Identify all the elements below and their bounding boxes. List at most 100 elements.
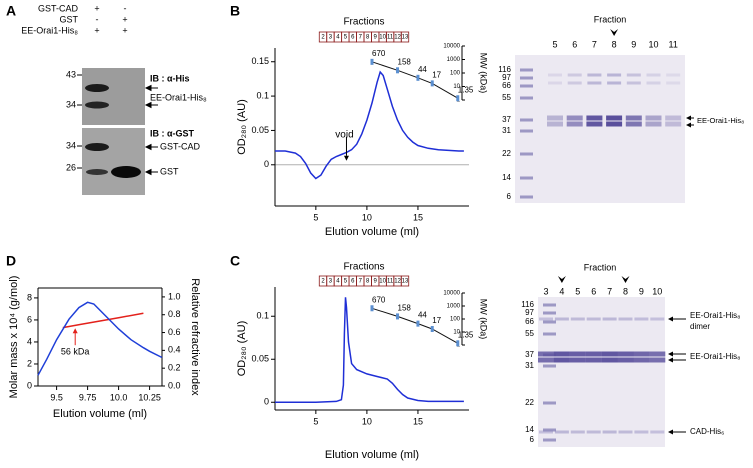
calibration-point bbox=[430, 80, 434, 87]
band-label: EE-Orai1-His₈ bbox=[690, 311, 740, 320]
mw-marker: 14 bbox=[502, 173, 511, 182]
gel-band bbox=[666, 81, 681, 85]
y2-tick-label: 10 bbox=[453, 84, 460, 90]
ladder-band bbox=[543, 320, 556, 324]
value-label: 158 bbox=[398, 304, 412, 313]
condition-sign: - bbox=[96, 14, 99, 24]
x-tick-label: 5 bbox=[313, 212, 318, 222]
y2-axis-label: MW (kDa) bbox=[479, 299, 489, 340]
fraction-label: 9 bbox=[374, 35, 378, 41]
condition-label: GST-CAD bbox=[38, 3, 79, 13]
blot-band bbox=[85, 84, 109, 92]
band-label: GST bbox=[160, 166, 179, 176]
gel-band bbox=[650, 430, 665, 434]
y2-tick-label: 1000 bbox=[447, 57, 461, 63]
ladder-band bbox=[520, 195, 533, 199]
ladder-band bbox=[520, 96, 533, 100]
value-label: 670 bbox=[372, 295, 386, 304]
y2-tick-label: 100 bbox=[450, 317, 461, 323]
gel-band bbox=[607, 81, 622, 85]
value-label: 670 bbox=[372, 49, 386, 58]
series-line bbox=[371, 307, 459, 344]
gel-band bbox=[665, 121, 682, 127]
gel-band bbox=[626, 81, 641, 85]
x-tick-label: 5 bbox=[313, 416, 318, 426]
gel-band bbox=[539, 430, 553, 434]
lane-label: 9 bbox=[639, 286, 644, 296]
gel-band bbox=[633, 357, 650, 363]
band-label: dimer bbox=[690, 322, 710, 331]
mw-marker: 6 bbox=[507, 192, 512, 201]
gel-band bbox=[586, 115, 603, 121]
y2-tick-label: 1000 bbox=[447, 304, 461, 310]
mw-marker: 34 bbox=[66, 99, 76, 109]
ladder-band bbox=[520, 152, 533, 156]
lane-marker bbox=[610, 29, 619, 36]
mw-marker: 97 bbox=[525, 308, 534, 317]
lane-label: 5 bbox=[575, 286, 580, 296]
gel-band bbox=[646, 73, 661, 77]
lane-label: 6 bbox=[572, 39, 577, 49]
x-axis-label: Elution volume (ml) bbox=[325, 449, 419, 461]
fraction-label: 2 bbox=[321, 35, 325, 41]
gel-band bbox=[566, 115, 583, 121]
gel-band bbox=[586, 317, 601, 321]
gel-band bbox=[633, 351, 650, 357]
fractions-label: Fractions bbox=[343, 17, 384, 28]
mw-marker: 43 bbox=[66, 69, 76, 79]
mw-marker: 37 bbox=[525, 350, 534, 359]
y2-tick-label: 10000 bbox=[443, 44, 460, 50]
series-line bbox=[62, 312, 144, 329]
gel-band bbox=[650, 317, 665, 321]
panel-label: C bbox=[230, 253, 240, 269]
annotation: void bbox=[335, 129, 353, 140]
gel-band bbox=[618, 430, 633, 434]
mw-marker: 26 bbox=[66, 162, 76, 172]
y-tick-label: 2 bbox=[27, 358, 32, 368]
fraction-label: 4 bbox=[336, 279, 340, 285]
gel-band bbox=[570, 430, 585, 434]
gel-band bbox=[602, 430, 617, 434]
value-label: 1.35 bbox=[458, 330, 474, 339]
value-label: 158 bbox=[398, 57, 412, 66]
fraction-label: 9 bbox=[374, 279, 378, 285]
mw-marker: 31 bbox=[502, 126, 511, 135]
lane-marker bbox=[557, 276, 566, 283]
calibration-point bbox=[396, 67, 400, 74]
ladder-band bbox=[520, 118, 533, 122]
mw-marker: 66 bbox=[502, 81, 511, 90]
antibody-label: IB : α-GST bbox=[150, 128, 195, 138]
y2-tick-label: 0.4 bbox=[168, 345, 181, 355]
annotation: 56 kDa bbox=[61, 347, 90, 357]
fraction-label: 6 bbox=[351, 279, 355, 285]
value-label: 17 bbox=[432, 316, 441, 325]
calibration-point bbox=[370, 58, 374, 65]
blot-image bbox=[82, 68, 145, 125]
gel-band bbox=[625, 121, 642, 127]
gel-band bbox=[547, 121, 563, 127]
gel-band bbox=[601, 351, 618, 357]
lane-label: 8 bbox=[612, 39, 617, 49]
fraction-label: 2 bbox=[321, 279, 325, 285]
lane-label: 7 bbox=[607, 286, 612, 296]
calibration-point bbox=[396, 313, 400, 320]
gel-band bbox=[625, 115, 642, 121]
fraction-box bbox=[400, 31, 410, 43]
calibration-point bbox=[456, 340, 460, 347]
lane-label: 9 bbox=[631, 39, 636, 49]
lane-label: 7 bbox=[592, 39, 597, 49]
fraction-label: 12 bbox=[394, 35, 401, 41]
ladder-band bbox=[520, 84, 533, 88]
ladder-band bbox=[543, 311, 556, 315]
y2-tick-label: 0.0 bbox=[168, 380, 181, 390]
y-tick-label: 0.1 bbox=[256, 311, 269, 321]
gel-band bbox=[569, 357, 586, 363]
y2-tick-label: 10000 bbox=[443, 291, 460, 297]
gel-band bbox=[626, 73, 641, 77]
band-label: CAD-His₆ bbox=[690, 427, 724, 436]
gel-band bbox=[649, 351, 666, 357]
blot-band bbox=[85, 143, 109, 151]
gel-band bbox=[586, 430, 601, 434]
gel-band bbox=[553, 351, 570, 357]
gel-band bbox=[548, 73, 562, 77]
